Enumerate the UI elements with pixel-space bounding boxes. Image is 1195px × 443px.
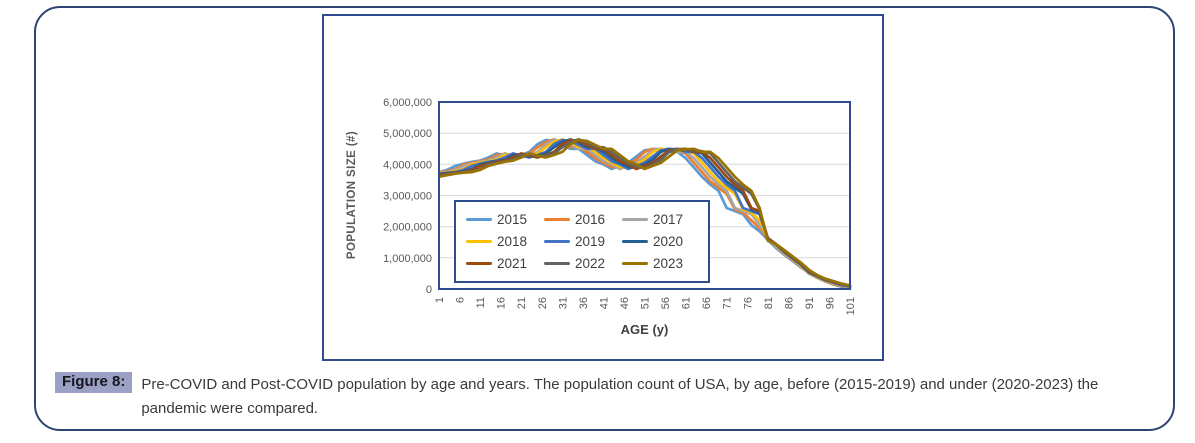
legend-item-2015: 2015 — [466, 212, 544, 227]
legend-label-2021: 2021 — [497, 256, 528, 271]
svg-text:31: 31 — [557, 297, 569, 309]
svg-text:81: 81 — [763, 297, 775, 309]
svg-text:6,000,000: 6,000,000 — [383, 97, 432, 109]
y-axis-title: POPULATION SIZE (#) — [346, 130, 358, 260]
svg-text:56: 56 — [660, 297, 672, 309]
svg-text:36: 36 — [578, 297, 590, 309]
svg-text:101: 101 — [845, 297, 857, 315]
legend-swatch-2018 — [466, 239, 492, 244]
x-axis-title: AGE (y) — [620, 322, 669, 337]
legend-label-2018: 2018 — [497, 234, 528, 249]
legend-item-2016: 2016 — [544, 212, 622, 227]
legend-swatch-2019 — [544, 239, 570, 244]
legend-label-2023: 2023 — [653, 256, 684, 271]
legend-swatch-2017 — [622, 217, 648, 222]
svg-text:1: 1 — [434, 297, 446, 303]
legend-item-2017: 2017 — [622, 212, 700, 227]
svg-text:71: 71 — [722, 297, 734, 309]
svg-text:91: 91 — [804, 297, 816, 309]
svg-text:41: 41 — [598, 297, 610, 309]
legend-item-2021: 2021 — [466, 256, 544, 271]
svg-text:1,000,000: 1,000,000 — [383, 253, 432, 265]
legend-swatch-2015 — [466, 217, 492, 222]
svg-text:61: 61 — [681, 297, 693, 309]
legend-item-2018: 2018 — [466, 234, 544, 249]
legend-label-2020: 2020 — [653, 234, 684, 249]
svg-text:11: 11 — [475, 297, 487, 308]
figure-label-badge: Figure 8: — [55, 372, 133, 393]
chart-plot-area: 0 1,000,000 2,000,000 3,000,000 4,000,000 5,0… — [383, 97, 857, 315]
svg-text:4,000,000: 4,000,000 — [383, 159, 432, 171]
legend-swatch-2023 — [622, 261, 648, 266]
svg-text:76: 76 — [742, 297, 754, 309]
outer-border — [34, 6, 1175, 431]
legend-label-2015: 2015 — [497, 212, 528, 227]
legend-item-2022: 2022 — [544, 256, 622, 271]
svg-text:21: 21 — [516, 297, 528, 309]
legend-label-2022: 2022 — [575, 256, 606, 271]
legend-swatch-2020 — [622, 239, 648, 244]
svg-text:66: 66 — [701, 297, 713, 309]
legend-label-2019: 2019 — [575, 234, 606, 249]
legend-swatch-2022 — [544, 261, 570, 266]
legend-item-2020: 2020 — [622, 234, 700, 249]
svg-text:3,000,000: 3,000,000 — [383, 191, 432, 203]
svg-text:6: 6 — [455, 297, 467, 303]
legend-label-2016: 2016 — [575, 212, 606, 227]
legend-swatch-2021 — [466, 261, 492, 266]
svg-text:5,000,000: 5,000,000 — [383, 128, 432, 140]
figure-caption-text: Pre-COVID and Post-COVID population by a… — [141, 376, 1099, 417]
svg-text:16: 16 — [496, 297, 508, 309]
legend-item-2023: 2023 — [622, 256, 700, 271]
svg-text:96: 96 — [824, 297, 836, 309]
chart: 0 1,000,000 2,000,000 3,000,000 4,000,000 5,0… — [322, 14, 884, 361]
svg-text:2,000,000: 2,000,000 — [383, 222, 432, 234]
svg-text:0: 0 — [426, 284, 432, 296]
svg-text:51: 51 — [640, 297, 652, 309]
svg-text:26: 26 — [537, 297, 549, 309]
legend-label-2017: 2017 — [653, 212, 684, 227]
legend-swatch-2016 — [544, 217, 570, 222]
legend-item-2019: 2019 — [544, 234, 622, 249]
figure-caption-row: Figure 8: Pre-COVID and Post-COVID popul… — [55, 372, 1165, 421]
svg-text:46: 46 — [619, 297, 631, 309]
svg-text:86: 86 — [783, 297, 795, 309]
chart-legend: 2015 2016 2017 2018 2019 2020 — [454, 200, 710, 283]
